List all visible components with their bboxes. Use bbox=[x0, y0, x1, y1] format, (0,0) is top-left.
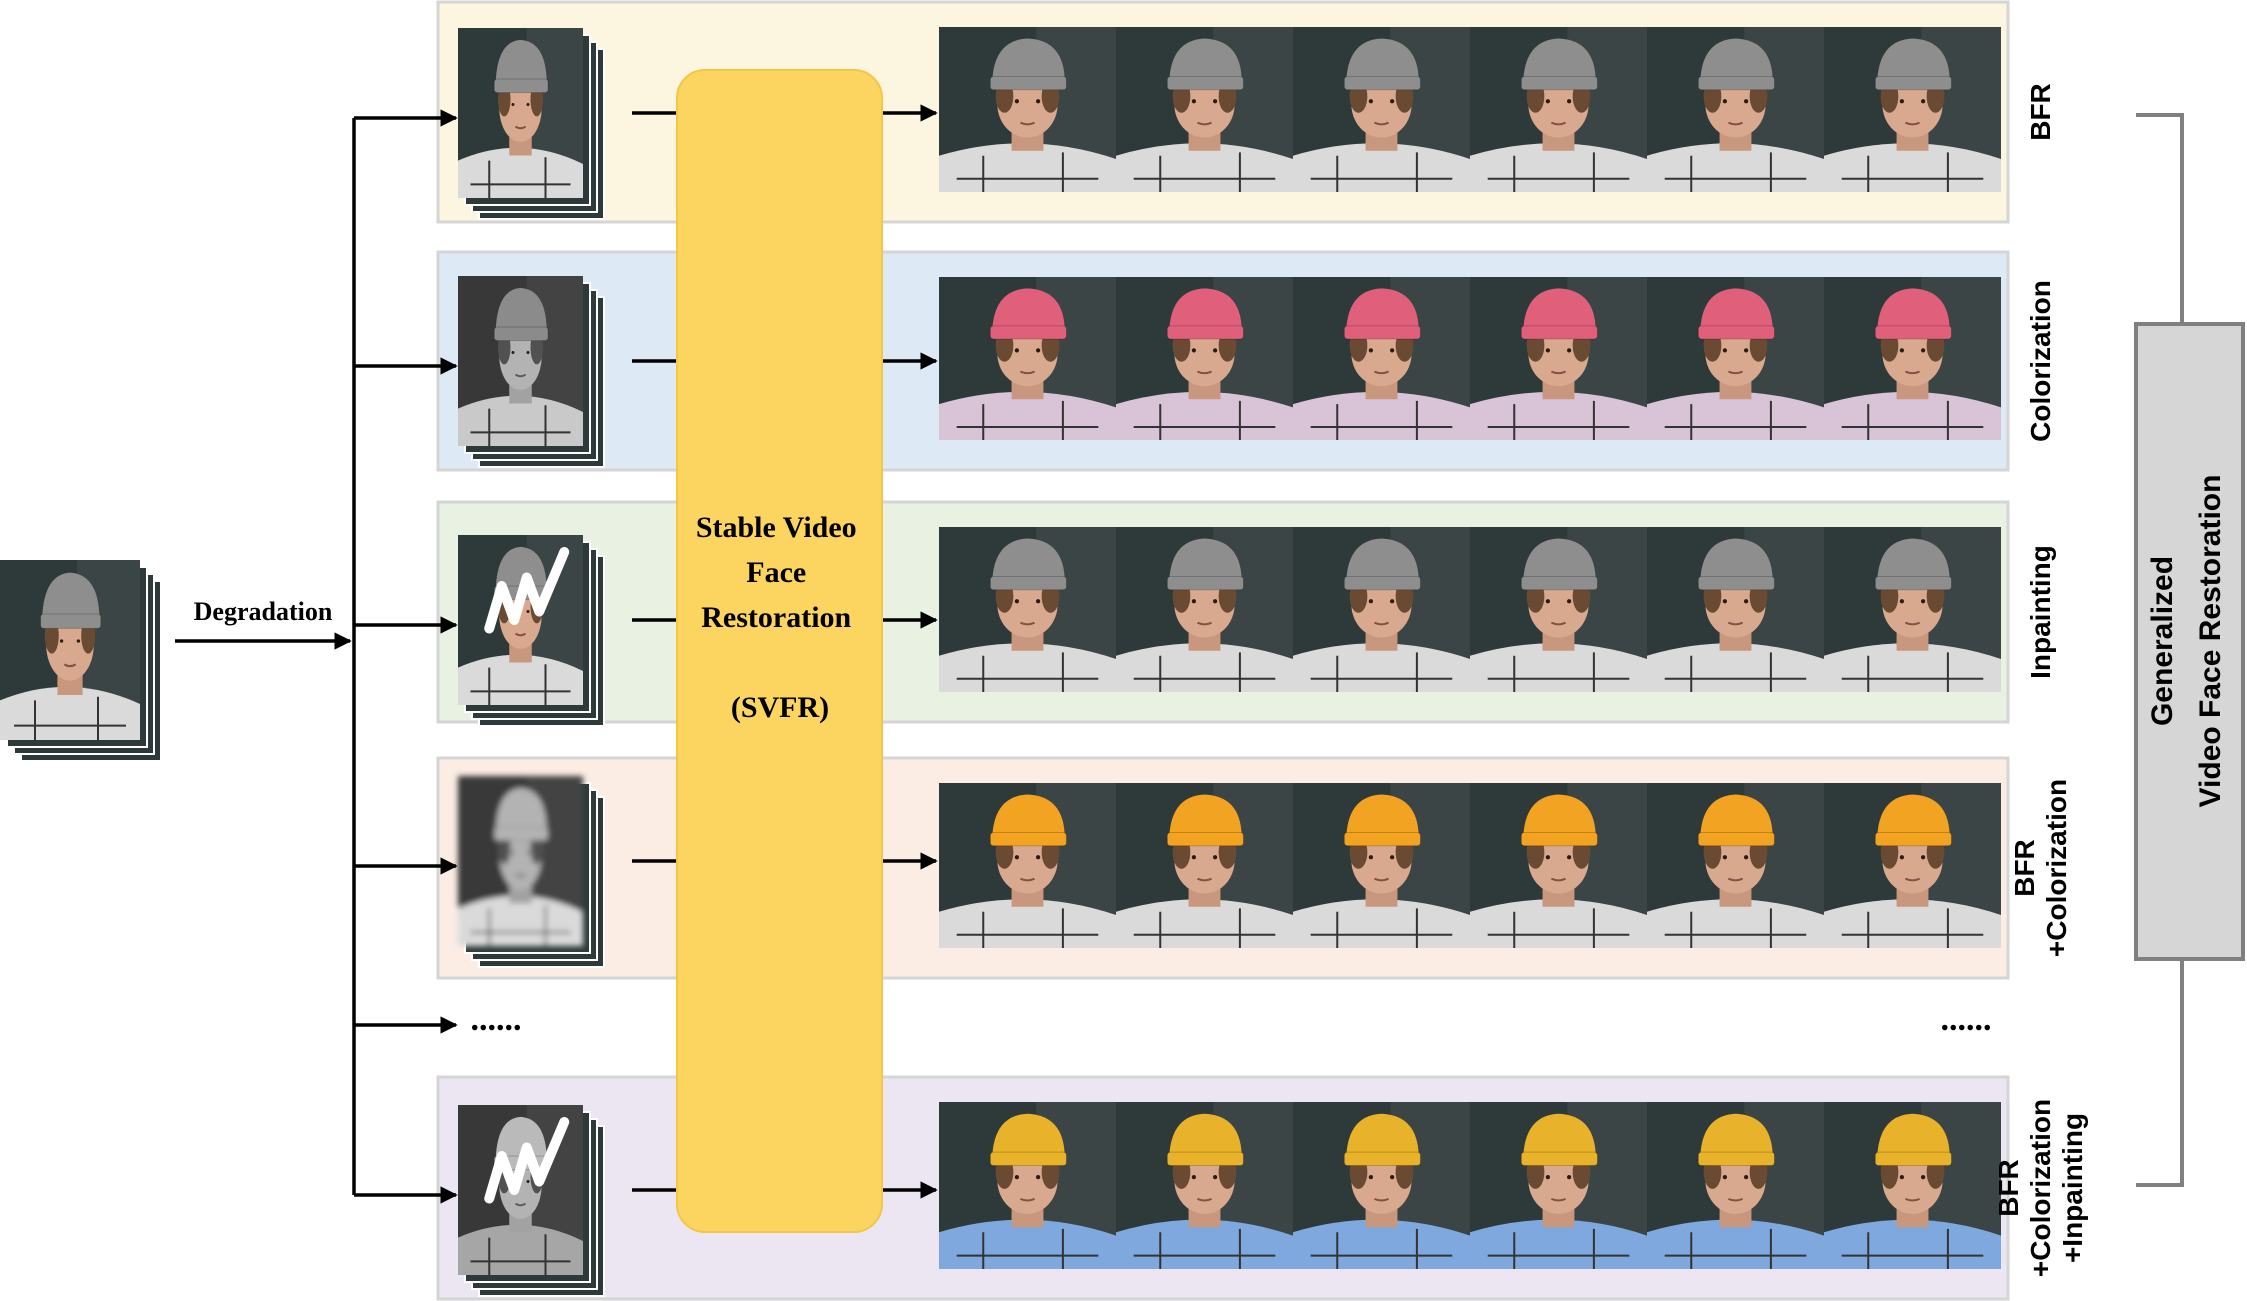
output-frame-5-5 bbox=[1647, 1102, 1824, 1269]
output-frame-3-6 bbox=[1824, 527, 2001, 692]
svg-text:Stable Video Face: Stable Video Face Restoration (SVFR) bbox=[696, 511, 864, 724]
model-abbrev: (SVFR) bbox=[731, 691, 829, 724]
output-frame-5-4 bbox=[1470, 1102, 1647, 1269]
degraded-stack-2 bbox=[458, 276, 605, 468]
task-label-5-line-2: +Colorization bbox=[2025, 1099, 2056, 1277]
summary-line1: Generalized bbox=[2146, 556, 2179, 726]
output-frame-2-2 bbox=[1116, 277, 1293, 440]
output-frame-3-4 bbox=[1470, 527, 1647, 692]
task-label-2: Colorization bbox=[2025, 280, 2056, 442]
model-name-line2: Face bbox=[746, 556, 806, 589]
degraded-stack-3-front-frame bbox=[458, 535, 583, 705]
task-label-4-line-2: +Colorization bbox=[2041, 779, 2072, 957]
task-label-1-line-1: BFR bbox=[2025, 83, 2056, 141]
output-frame-4-3 bbox=[1293, 783, 1470, 948]
output-frame-3-5 bbox=[1647, 527, 1824, 692]
output-frame-1-4 bbox=[1470, 27, 1647, 192]
input-frames-front-frame bbox=[0, 560, 140, 740]
ellipsis-left: ...... bbox=[471, 1001, 522, 1038]
output-strip-3 bbox=[939, 527, 2001, 692]
task-label-3-line-1: Inpainting bbox=[2025, 545, 2056, 679]
task-label-5-line-3: +Inpainting bbox=[2057, 1113, 2088, 1263]
task-label-4-line-1: BFR bbox=[2009, 839, 2040, 897]
model-name-line1: Stable Video bbox=[696, 511, 857, 544]
output-frame-1-2 bbox=[1116, 27, 1293, 192]
output-frame-1-1 bbox=[939, 27, 1116, 192]
degraded-stack-3 bbox=[458, 535, 605, 727]
output-frame-3-1 bbox=[939, 527, 1116, 692]
degraded-stack-4-front-frame bbox=[458, 776, 583, 946]
output-frame-1-5 bbox=[1647, 27, 1824, 192]
degraded-stack-1-front-frame bbox=[458, 28, 583, 198]
output-frame-5-6 bbox=[1824, 1102, 2001, 1269]
task-label-1: BFR bbox=[2025, 83, 2056, 141]
svfr-model-block: Stable Video Face Restoration (SVFR) bbox=[676, 69, 883, 1233]
task-label-5-line-1: BFR bbox=[1993, 1159, 2024, 1217]
restored-outputs bbox=[939, 27, 2001, 1269]
output-frame-1-3 bbox=[1293, 27, 1470, 192]
output-frame-1-6 bbox=[1824, 27, 2001, 192]
output-frame-4-6 bbox=[1824, 783, 2001, 948]
output-strip-4 bbox=[939, 783, 2001, 948]
degraded-stack-4 bbox=[458, 776, 605, 968]
task-label-2-line-1: Colorization bbox=[2025, 280, 2056, 442]
degraded-inputs bbox=[458, 28, 605, 1297]
output-frame-2-3 bbox=[1293, 277, 1470, 440]
output-frame-5-1 bbox=[939, 1102, 1116, 1269]
input-video-stack bbox=[0, 560, 162, 762]
output-frame-2-5 bbox=[1647, 277, 1824, 440]
summary-line2: Video Face Restoration bbox=[2194, 475, 2227, 808]
task-label-4: BFR +Colorization bbox=[2009, 779, 2072, 957]
output-frame-2-6 bbox=[1824, 277, 2001, 440]
degradation-label: Degradation bbox=[194, 597, 333, 626]
task-label-3: Inpainting bbox=[2025, 545, 2056, 679]
output-strip-1 bbox=[939, 27, 2001, 192]
output-strip-2 bbox=[939, 277, 2001, 440]
input-frames bbox=[0, 560, 162, 762]
output-frame-4-2 bbox=[1116, 783, 1293, 948]
svg-text:Generalized: Generalized bbox=[2146, 556, 2179, 726]
output-frame-4-5 bbox=[1647, 783, 1824, 948]
output-frame-3-3 bbox=[1293, 527, 1470, 692]
output-frame-4-1 bbox=[939, 783, 1116, 948]
output-frame-4-4 bbox=[1470, 783, 1647, 948]
output-frame-2-1 bbox=[939, 277, 1116, 440]
model-name-line3: Restoration bbox=[701, 601, 851, 634]
degraded-stack-5 bbox=[458, 1105, 605, 1297]
degraded-stack-2-front-frame bbox=[458, 276, 583, 446]
svg-text:Video Face Restoration: Video Face Restoration bbox=[2194, 475, 2227, 808]
output-frame-5-2 bbox=[1116, 1102, 1293, 1269]
output-frame-5-3 bbox=[1293, 1102, 1470, 1269]
degraded-stack-1 bbox=[458, 28, 605, 220]
degraded-stack-5-front-frame bbox=[458, 1105, 583, 1275]
ellipsis-right: ...... bbox=[1941, 1001, 1992, 1038]
task-label-5: BFR +Colorization +Inpainting bbox=[1993, 1099, 2088, 1277]
output-strip-5 bbox=[939, 1102, 2001, 1269]
output-frame-3-2 bbox=[1116, 527, 1293, 692]
output-frame-2-4 bbox=[1470, 277, 1647, 440]
summary-box: Generalized Video Face Restoration bbox=[2134, 322, 2245, 961]
branch-arrows bbox=[354, 104, 938, 1204]
